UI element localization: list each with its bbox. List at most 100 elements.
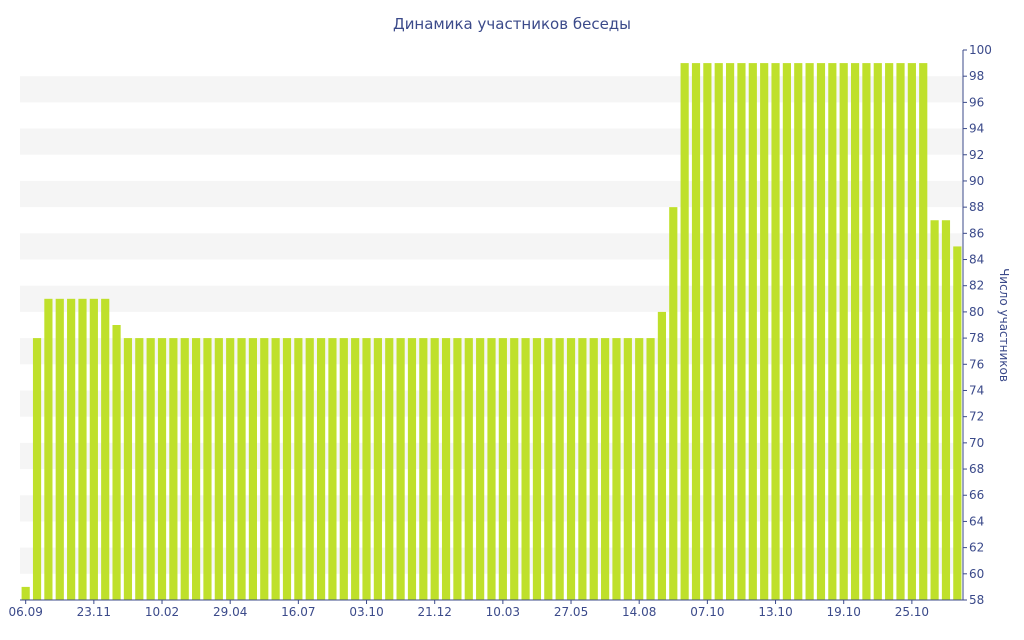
bar: [192, 338, 201, 600]
x-tick-label: 27.05: [554, 605, 588, 619]
bar: [237, 338, 246, 600]
bar: [464, 338, 473, 600]
bar: [157, 338, 167, 600]
bar: [316, 338, 326, 600]
x-tick-label: 19.10: [827, 605, 861, 619]
bar: [55, 298, 64, 600]
bar: [248, 338, 257, 600]
bar: [373, 338, 382, 600]
bar: [850, 63, 860, 601]
bar: [362, 338, 371, 600]
x-tick-label: 29.04: [213, 605, 247, 619]
bar: [748, 63, 757, 601]
x-tick-label: 14.08: [622, 605, 656, 619]
bar: [896, 63, 905, 601]
x-tick-label: 13.10: [758, 605, 792, 619]
bar: [510, 338, 519, 600]
y-tick-label: 80: [969, 305, 984, 319]
bar: [862, 63, 871, 601]
bar: [635, 338, 644, 600]
bar: [828, 63, 837, 601]
bar: [623, 338, 632, 600]
bar: [44, 298, 53, 600]
y-tick-label: 70: [969, 436, 984, 450]
bar: [657, 311, 667, 600]
x-tick-label: 07.10: [690, 605, 724, 619]
bar: [680, 63, 689, 601]
bar: [771, 63, 780, 601]
bar: [203, 338, 212, 600]
bar: [612, 338, 621, 600]
bar: [726, 63, 735, 601]
bar: [135, 338, 144, 600]
y-tick-label: 64: [969, 514, 984, 528]
bar: [691, 63, 701, 601]
bar: [589, 338, 598, 600]
y-tick-label: 74: [969, 383, 984, 397]
y-tick-label: 72: [969, 410, 984, 424]
bar: [521, 338, 530, 600]
bar: [816, 63, 826, 601]
x-tick-label: 16.07: [281, 605, 315, 619]
y-tick-label: 94: [969, 122, 984, 136]
y-tick-label: 84: [969, 253, 984, 267]
bar: [180, 338, 189, 600]
y-tick-label: 86: [969, 226, 984, 240]
bar: [532, 338, 542, 600]
bar: [294, 338, 303, 600]
y-tick-label: 62: [969, 541, 984, 555]
y-tick-label: 92: [969, 148, 984, 162]
bar: [601, 338, 610, 600]
bar: [419, 338, 428, 600]
x-ticks: 06.09 23.11 10.02 29.04 16.07 03.10 21.12 10.03…: [9, 600, 929, 619]
bar: [805, 63, 814, 601]
x-tick-label: 06.09: [9, 605, 43, 619]
y-axis-label: Число участников: [997, 268, 1011, 382]
bar: [282, 338, 292, 600]
y-ticks: 58 60 62 64 66 68 70 72 74 76 78 80 82 84 86 88 90 92 94 96…: [963, 43, 992, 607]
y-tick-label: 76: [969, 357, 984, 371]
bar: [930, 220, 939, 601]
bar: [67, 298, 76, 600]
x-tick-label: 23.11: [77, 605, 111, 619]
bar: [78, 298, 87, 600]
x-tick-label: 25.10: [895, 605, 929, 619]
bar: [226, 338, 235, 600]
bar: [146, 338, 155, 600]
bar: [21, 586, 30, 600]
bar: [953, 246, 962, 600]
bar: [453, 338, 462, 600]
bar: [305, 338, 314, 600]
chart-title: Динамика участников беседы: [393, 15, 631, 33]
bar: [885, 63, 894, 601]
bar: [123, 338, 133, 600]
bar: [385, 338, 394, 600]
bar: [578, 338, 587, 600]
bar: [544, 338, 553, 600]
y-tick-label: 82: [969, 279, 984, 293]
bar: [794, 63, 803, 601]
bar: [555, 338, 564, 600]
y-tick-label: 88: [969, 200, 984, 214]
bar: [907, 63, 916, 601]
bar: [487, 338, 496, 600]
bar: [407, 338, 417, 600]
bar: [271, 338, 280, 600]
bar: [430, 338, 439, 600]
bar: [112, 325, 121, 600]
y-tick-label: 78: [969, 331, 984, 345]
bar: [169, 338, 178, 600]
bar: [498, 338, 507, 600]
bar: [566, 338, 576, 600]
y-tick-label: 98: [969, 69, 984, 83]
bar: [351, 338, 360, 600]
x-tick-label: 10.03: [486, 605, 520, 619]
y-tick-label: 68: [969, 462, 984, 476]
bar: [941, 220, 951, 601]
bar: [101, 298, 110, 600]
bar: [760, 63, 769, 601]
bar: [646, 338, 655, 600]
bars: [21, 63, 962, 601]
y-tick-label: 60: [969, 567, 984, 581]
